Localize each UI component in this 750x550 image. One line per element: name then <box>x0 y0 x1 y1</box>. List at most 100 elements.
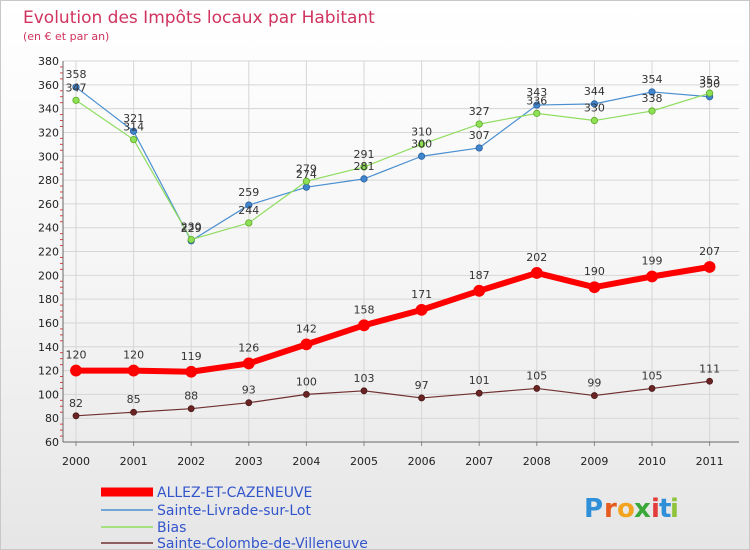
series-line-0 <box>76 264 711 375</box>
data-point <box>360 175 368 183</box>
data-point <box>533 385 541 392</box>
data-point <box>590 100 599 108</box>
logo-letter: r <box>604 494 617 524</box>
chart-title: Evolution des Impôts locaux par Habitant <box>23 8 375 28</box>
data-point <box>417 140 426 148</box>
series-layer <box>70 83 716 420</box>
data-label: 111 <box>699 362 720 375</box>
logo-letter: i <box>651 494 660 524</box>
data-label: 281 <box>354 160 375 173</box>
data-label: 259 <box>238 186 259 199</box>
data-label: 353 <box>699 74 720 87</box>
data-label: 229 <box>181 222 202 235</box>
data-label: 336 <box>526 94 547 107</box>
y-tick-label: 140 <box>38 341 59 354</box>
data-point <box>475 120 483 128</box>
x-tick-label: 2005 <box>350 455 378 468</box>
data-point <box>705 89 714 97</box>
data-point <box>475 144 483 152</box>
data-point <box>245 219 253 227</box>
legend-label: Bias <box>157 520 186 536</box>
x-tick-label: 2003 <box>235 455 263 468</box>
y-tick-label: 360 <box>38 79 59 92</box>
data-point <box>590 116 599 125</box>
axes: 60 80 100 120 140 160 180 200 220 240 260 280 300 320… <box>38 55 739 468</box>
data-label: 82 <box>69 397 83 410</box>
x-tick-label: 2007 <box>465 455 493 468</box>
legend: ALLEZ-ET-CAZENEUVE Sainte-Livrade-sur-Lot… <box>101 485 368 549</box>
data-label: 105 <box>526 369 547 382</box>
data-point <box>187 235 195 244</box>
data-label: 230 <box>181 221 202 234</box>
data-label: 314 <box>123 121 144 134</box>
y-tick-label: 260 <box>38 198 59 211</box>
y-tick-label: 340 <box>38 103 59 116</box>
y-tick-label: 380 <box>38 55 59 68</box>
x-tick-label: 2004 <box>292 455 320 468</box>
data-label: 100 <box>296 375 317 388</box>
data-point <box>418 394 426 402</box>
data-label: 338 <box>642 92 663 105</box>
data-point <box>648 107 656 115</box>
data-point <box>358 319 370 332</box>
data-point <box>475 389 483 397</box>
x-tick-label: 2010 <box>638 455 666 468</box>
data-label: 120 <box>66 349 87 362</box>
data-point <box>415 303 428 316</box>
x-tick-label: 2009 <box>580 455 608 468</box>
data-label: 307 <box>469 129 490 142</box>
data-point <box>302 177 310 185</box>
y-tick-label: 300 <box>38 150 59 163</box>
y-tick-label: 100 <box>38 388 59 401</box>
data-label: 101 <box>469 374 490 387</box>
data-point <box>242 357 255 370</box>
data-point <box>300 338 313 351</box>
data-label: 171 <box>411 288 432 301</box>
data-label: 244 <box>238 204 259 217</box>
y-tick-label: 200 <box>38 269 59 282</box>
data-point <box>72 83 80 91</box>
data-point <box>530 267 543 279</box>
data-point <box>72 96 80 104</box>
grid <box>63 60 739 443</box>
data-label: 126 <box>238 341 259 354</box>
data-label: 274 <box>296 168 317 181</box>
data-point <box>72 412 80 420</box>
data-point <box>302 183 310 191</box>
series-line-3 <box>75 380 710 417</box>
legend-label: ALLEZ-ET-CAZENEUVE <box>157 485 312 501</box>
y-tick-label: 120 <box>38 365 59 378</box>
data-label: 347 <box>66 81 87 94</box>
data-point <box>245 399 253 407</box>
data-label: 354 <box>642 73 663 86</box>
data-point <box>360 387 368 395</box>
data-point <box>130 127 138 135</box>
data-label: 330 <box>584 102 605 115</box>
data-label: 93 <box>242 384 256 397</box>
data-label: 85 <box>127 393 141 406</box>
x-tick-label: 2008 <box>523 455 551 468</box>
data-label: 119 <box>181 350 202 363</box>
data-labels: 120 120 1191261421581711872021901992073583… <box>66 68 721 410</box>
data-point <box>130 408 138 416</box>
series-line-1 <box>75 86 710 242</box>
data-label: 350 <box>699 78 720 91</box>
data-label: 279 <box>296 162 317 175</box>
legend-label: Sainte-Livrade-sur-Lot <box>157 503 311 519</box>
data-point <box>70 364 82 377</box>
logo-letter: x <box>634 494 651 524</box>
data-label: 120 <box>123 349 144 362</box>
x-tick-label: 2000 <box>62 455 90 468</box>
data-point <box>591 392 598 399</box>
y-tick-label: 320 <box>38 126 59 139</box>
data-label: 291 <box>354 148 375 161</box>
data-label: 343 <box>526 86 547 99</box>
data-label: 105 <box>642 369 663 382</box>
data-point <box>533 101 541 109</box>
data-label: 310 <box>411 125 432 138</box>
data-label: 207 <box>699 245 720 258</box>
data-label: 344 <box>584 85 605 98</box>
